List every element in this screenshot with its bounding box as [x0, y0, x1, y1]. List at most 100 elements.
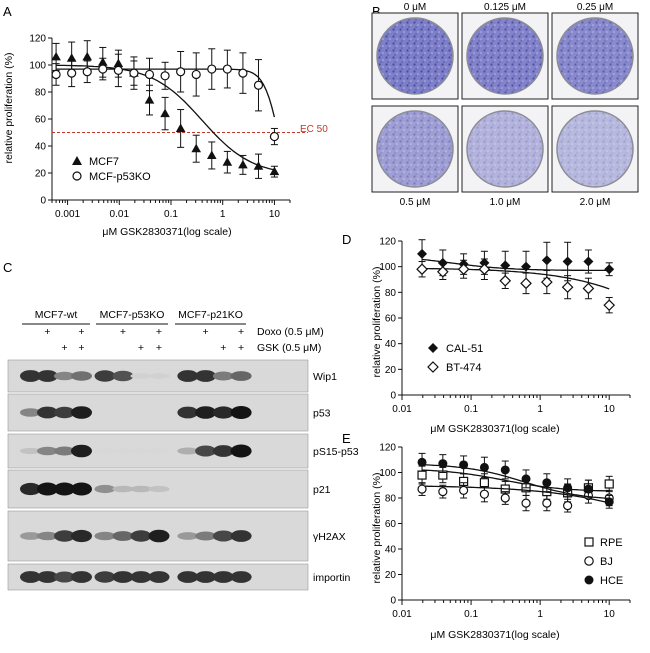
- data-point: [160, 108, 170, 118]
- legend-label-mcf-p53ko: MCF-p53KO: [89, 171, 151, 183]
- treatment-plus: +: [44, 326, 50, 338]
- data-point: [540, 276, 553, 288]
- legend-label-bj: BJ: [600, 556, 613, 568]
- blot-row: pS15-p53: [7, 433, 359, 469]
- band: [112, 485, 134, 493]
- legend-e: RPE BJ HCE: [584, 537, 623, 587]
- band: [195, 571, 217, 583]
- treatment-plus: +: [238, 326, 244, 338]
- band: [212, 571, 234, 583]
- x-tick-label: 10: [269, 209, 281, 220]
- band: [37, 446, 58, 456]
- data-point: [160, 71, 170, 81]
- well-staining: [466, 110, 544, 188]
- data-point: [603, 299, 616, 312]
- data-point: [459, 485, 469, 495]
- fit-curve-bj: [422, 485, 610, 504]
- well-label: 0.5 μM: [400, 197, 431, 208]
- band: [130, 373, 152, 379]
- treatment-plus: +: [238, 342, 244, 354]
- group-label: MCF7-p21KO: [178, 309, 243, 321]
- legend-marker-mcf-p53ko: [72, 171, 82, 181]
- band: [54, 446, 75, 456]
- y-tick-label: 100: [29, 61, 46, 72]
- well-label: 2.0 μM: [580, 197, 611, 208]
- legend-d: CAL-51 BT-474: [427, 343, 483, 374]
- fit-curve-bt-474: [421, 267, 610, 290]
- data-point: [582, 282, 595, 295]
- blot-row: p21: [7, 469, 331, 509]
- legend-label-bt-474: BT-474: [446, 362, 481, 374]
- band: [212, 406, 234, 419]
- x-tick-label: 1: [537, 404, 543, 415]
- data-point: [500, 465, 510, 475]
- band: [20, 408, 41, 417]
- band: [71, 529, 92, 543]
- data-point: [521, 498, 531, 508]
- legend-marker-mcf7: [72, 156, 82, 165]
- colony-plates: 0 μM 0.125 μM 0.25 μM 0.5 μM 1.0 μM 2.0 μM: [371, 2, 639, 208]
- band: [195, 445, 217, 457]
- blot-row: Wip1: [7, 359, 337, 393]
- band: [20, 571, 41, 583]
- blot-row: p53: [7, 393, 331, 432]
- band: [212, 371, 234, 381]
- band: [112, 531, 134, 541]
- treatment-label: GSK (0.5 μM): [257, 342, 321, 354]
- x-tick-label: 0.01: [110, 209, 130, 220]
- band: [20, 370, 41, 382]
- x-tick-label: 0.1: [164, 209, 178, 220]
- plate-well: 0 μM: [371, 2, 459, 100]
- band: [71, 444, 92, 458]
- band: [230, 530, 252, 542]
- band: [230, 371, 252, 381]
- blot-label: pS15-p53: [313, 446, 359, 458]
- y-tick-label: 0: [390, 596, 396, 607]
- data-point: [222, 157, 233, 166]
- band: [94, 370, 116, 382]
- data-point: [438, 487, 448, 497]
- legend-marker-cal-51: [428, 343, 438, 353]
- panel-label-b: B: [372, 4, 381, 19]
- well-label: 0 μM: [404, 2, 426, 13]
- chart-d: relative proliferation (%) μM GSK2830371…: [371, 237, 631, 435]
- data-point: [416, 263, 428, 276]
- y-tick-label: 60: [35, 115, 47, 126]
- band: [37, 571, 58, 583]
- data-point: [129, 68, 139, 78]
- band: [195, 406, 217, 419]
- legend-label-mcf7: MCF7: [89, 156, 119, 168]
- data-point: [238, 68, 248, 78]
- group-label: MCF7-wt: [35, 309, 78, 321]
- band: [37, 531, 58, 541]
- band: [112, 571, 134, 583]
- data-point: [67, 68, 77, 78]
- data-point: [479, 462, 489, 472]
- data-point: [438, 459, 448, 469]
- data-point: [500, 260, 511, 271]
- band: [54, 371, 75, 381]
- y-tick-label: 100: [379, 262, 396, 273]
- well-staining: [466, 17, 544, 95]
- data-point: [479, 478, 490, 488]
- data-point: [563, 483, 573, 493]
- data-point: [191, 143, 202, 153]
- data-point: [457, 263, 470, 276]
- y-tick-label: 0: [40, 196, 46, 207]
- xlabel-d: μM GSK2830371(log scale): [430, 423, 559, 435]
- ylabel-e: relative proliferation (%): [371, 473, 383, 584]
- chart-e: relative proliferation (%) μM GSK2830371…: [371, 443, 631, 641]
- band: [230, 571, 252, 583]
- treatment-plus: +: [120, 326, 126, 338]
- data-point: [82, 51, 93, 61]
- data-point: [51, 69, 61, 80]
- treatment-plus: +: [61, 342, 67, 354]
- data-point: [583, 484, 593, 494]
- data-point: [417, 484, 427, 494]
- data-point: [176, 67, 186, 77]
- band: [148, 373, 170, 379]
- treatment-plus: +: [78, 326, 84, 338]
- panel-label-e: E: [342, 431, 351, 446]
- band: [94, 448, 116, 454]
